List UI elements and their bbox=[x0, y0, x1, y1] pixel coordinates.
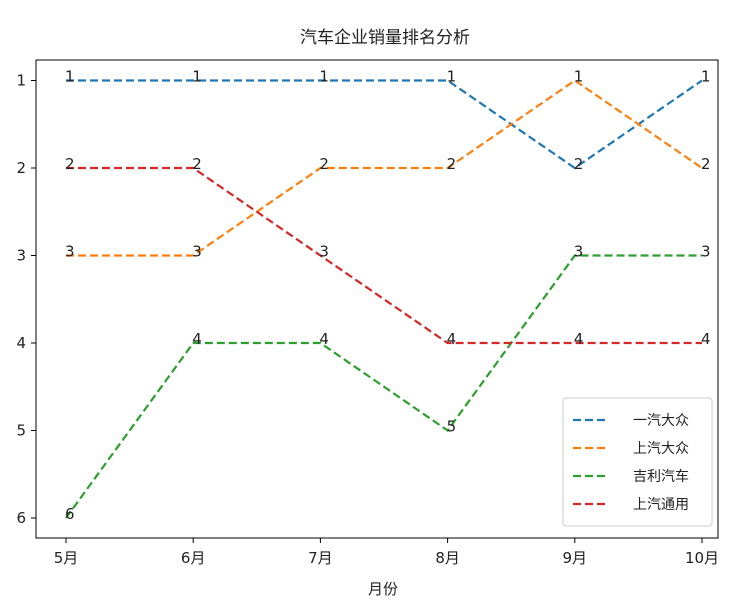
data-label: 1 bbox=[319, 68, 329, 86]
data-label: 1 bbox=[701, 68, 711, 86]
data-label: 1 bbox=[447, 68, 457, 86]
data-label: 4 bbox=[447, 330, 457, 348]
data-label: 1 bbox=[65, 68, 75, 86]
legend-label: 吉利汽车 bbox=[633, 468, 689, 485]
series-line-2 bbox=[66, 79, 703, 257]
data-label: 6 bbox=[65, 505, 75, 523]
legend-label: 上汽通用 bbox=[633, 497, 689, 513]
plot-frame bbox=[35, 59, 719, 539]
data-label: 1 bbox=[574, 68, 584, 86]
data-label: 2 bbox=[192, 155, 202, 173]
series-line-1 bbox=[66, 79, 703, 170]
legend-label: 上汽大众 bbox=[633, 441, 689, 457]
y-tick-label: 2 bbox=[16, 159, 26, 177]
y-tick-label: 6 bbox=[16, 509, 26, 527]
x-axis: 5月 6月 7月 8月 9月 10月 bbox=[54, 538, 719, 567]
x-tick-label: 6月 bbox=[181, 549, 206, 567]
y-tick-label: 4 bbox=[16, 334, 26, 352]
data-label: 4 bbox=[701, 330, 711, 348]
legend-box bbox=[562, 397, 713, 527]
data-label: 2 bbox=[319, 155, 329, 173]
plot-area bbox=[35, 59, 719, 539]
chart-title: 汽车企业销量排名分析 bbox=[300, 28, 470, 48]
x-tick-label: 7月 bbox=[308, 549, 333, 567]
data-labels: 1 1 1 1 2 1 3 3 2 2 1 2 6 4 4 5 3 3 2 2 3 4 4 4 bbox=[65, 68, 711, 524]
y-tick-label: 3 bbox=[16, 247, 26, 265]
series-line-3 bbox=[65, 254, 702, 519]
data-label: 2 bbox=[574, 155, 584, 173]
y-tick-label: 5 bbox=[16, 422, 26, 440]
y-tick-label: 1 bbox=[16, 72, 26, 90]
x-tick-label: 10月 bbox=[685, 549, 719, 567]
data-label: 2 bbox=[65, 155, 75, 173]
data-label: 3 bbox=[701, 243, 711, 261]
data-label: 4 bbox=[319, 330, 329, 348]
x-tick-label: 9月 bbox=[563, 549, 588, 567]
series-layer bbox=[65, 79, 703, 519]
legend-label: 一汽大众 bbox=[633, 413, 689, 429]
data-label: 2 bbox=[701, 155, 711, 173]
x-tick-label: 5月 bbox=[54, 549, 79, 567]
data-label: 4 bbox=[192, 330, 202, 348]
data-label: 3 bbox=[192, 243, 202, 261]
data-label: 2 bbox=[447, 155, 457, 173]
data-label: 3 bbox=[574, 243, 584, 261]
data-label: 4 bbox=[574, 330, 584, 348]
y-axis: 1 2 3 4 5 6 bbox=[16, 72, 36, 527]
data-label: 1 bbox=[192, 68, 202, 86]
data-label: 3 bbox=[319, 243, 329, 261]
data-label: 5 bbox=[447, 418, 457, 436]
x-axis-label: 月份 bbox=[368, 580, 398, 598]
x-tick-label: 8月 bbox=[435, 549, 460, 567]
data-label: 3 bbox=[65, 243, 75, 261]
